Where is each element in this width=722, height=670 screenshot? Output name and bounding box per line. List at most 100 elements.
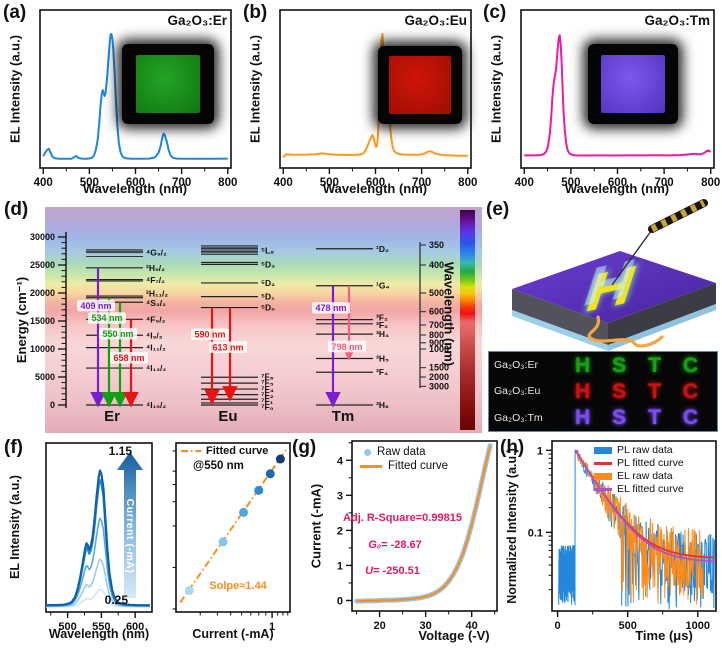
current-max-value: 1.15 <box>108 444 132 458</box>
g-legend-raw-label: Raw data <box>377 446 426 458</box>
panel-a-device-photo <box>122 44 214 124</box>
svg-text:40: 40 <box>466 620 478 632</box>
fit-legend-label: Fitted curve <box>206 445 269 457</box>
svg-text:900: 900 <box>429 338 444 348</box>
panel-a-ylabel: EL Intensity (a.u.) <box>7 34 23 144</box>
h-legend-row: EL fitted curve <box>594 483 684 495</box>
panel-g-ylabel: Current (-mA) <box>308 483 324 569</box>
panel-a-label: (a) <box>3 2 27 23</box>
svg-text:⁵L₈: ⁵L₈ <box>261 245 274 255</box>
el-letter: C <box>682 353 699 377</box>
svg-text:Er: Er <box>104 408 120 425</box>
svg-text:800: 800 <box>701 177 720 189</box>
panel-d-label: (d) <box>4 199 29 220</box>
panel-b-title: Ga₂O₃:Eu <box>404 13 468 28</box>
svg-text:0.1: 0.1 <box>528 527 543 539</box>
substrate-front-face <box>512 289 608 345</box>
svg-text:800: 800 <box>458 177 477 189</box>
svg-text:800: 800 <box>429 330 444 340</box>
h-legend-label: PL raw data <box>617 444 673 456</box>
current-min-value: 0.25 <box>104 593 128 607</box>
svg-text:30: 30 <box>420 620 432 632</box>
svg-text:0: 0 <box>50 400 55 410</box>
panel-h-label: (h) <box>500 437 525 458</box>
svg-text:1: 1 <box>337 560 343 572</box>
panel-b-label: (b) <box>243 2 268 23</box>
svg-text:¹D₂: ¹D₂ <box>376 244 389 254</box>
panel-g-xlabel: Voltage (-V) <box>418 628 490 643</box>
panel-f-xlabel: Wavelength (nm) <box>48 627 150 641</box>
svg-text:600: 600 <box>126 621 144 633</box>
svg-text:³F₂: ³F₂ <box>376 313 388 323</box>
svg-text:500: 500 <box>561 177 580 189</box>
svg-text:600: 600 <box>366 177 385 189</box>
violet-emitting-device <box>601 55 665 113</box>
svg-text:30000: 30000 <box>30 232 55 242</box>
raw-data-swatch-icon <box>594 446 612 454</box>
u-annotation: U= -250.51 <box>365 565 420 577</box>
svg-text:550 nm: 550 nm <box>102 329 133 339</box>
g0-annotation: G₀= -28.67 <box>368 539 422 551</box>
svg-text:²H₉/₂: ²H₉/₂ <box>146 263 165 273</box>
el-photo-row: Ga₂O₃:Eu H S T C <box>489 378 717 404</box>
svg-text:Eu: Eu <box>218 408 237 425</box>
g-legend-raw: Raw data <box>364 446 426 458</box>
svg-text:1: 1 <box>269 621 275 633</box>
svg-text:400: 400 <box>274 177 293 189</box>
el-letter: T <box>648 379 661 403</box>
svg-text:600: 600 <box>429 307 444 317</box>
h-legend-label: EL raw data <box>617 470 673 482</box>
svg-text:3000: 3000 <box>429 381 449 391</box>
svg-text:478 nm: 478 nm <box>315 303 346 313</box>
svg-text:20000: 20000 <box>30 288 55 298</box>
svg-text:613 nm: 613 nm <box>212 342 243 352</box>
panel-a-xlabel: Wavelength (nm) <box>82 181 188 196</box>
svg-text:600: 600 <box>126 177 145 189</box>
slope-label: Solpe≈1.44 <box>209 580 267 592</box>
bottom-layer-right <box>608 304 716 351</box>
svg-text:1000: 1000 <box>429 344 449 354</box>
panel-h-xlabel: Time (μs) <box>635 628 693 643</box>
h-legend-row: EL raw data <box>594 470 684 482</box>
svg-text:⁴F₉/₂: ⁴F₉/₂ <box>146 314 166 324</box>
svg-text:590 nm: 590 nm <box>194 329 225 339</box>
svg-text:⁴I₁₃/₂: ⁴I₁₃/₂ <box>146 363 166 373</box>
material-label: Ga₂O₃:Er <box>494 359 538 372</box>
svg-text:⁴G₉/₂: ⁴G₉/₂ <box>146 248 167 258</box>
el-letter: H <box>574 406 591 430</box>
svg-text:400: 400 <box>429 260 444 270</box>
panel-h-ylabel: Normalized Intensity (a.u.) <box>505 448 519 604</box>
g-legend-fit-label: Fitted curve <box>388 460 449 472</box>
probe-needle <box>611 226 655 286</box>
raw-data-dot-icon <box>364 448 371 456</box>
svg-text:¹G₄: ¹G₄ <box>376 281 390 291</box>
svg-text:5000: 5000 <box>35 372 55 382</box>
material-label: Ga₂O₃:Tm <box>494 411 543 424</box>
svg-text:⁷F₀: ⁷F₀ <box>261 402 274 412</box>
svg-text:1: 1 <box>537 445 543 457</box>
panel-d-wavelength-axis-label: Wavelength (nm) <box>441 261 457 367</box>
el-photo-row: Ga₂O₃:Tm H S T C <box>489 405 717 431</box>
svg-text:10000: 10000 <box>30 344 55 354</box>
panel-e-label: (e) <box>486 199 510 220</box>
svg-text:⁵D₃: ⁵D₃ <box>261 259 275 269</box>
svg-text:⁷F₄: ⁷F₄ <box>261 384 274 394</box>
panel-d-energy-axis-label: Energy (cm⁻¹) <box>14 276 29 364</box>
panel-b-device-photo <box>378 46 462 124</box>
probe-handle-stripes <box>650 199 706 233</box>
panel-c-title: Ga₂O₃:Tm <box>644 13 711 28</box>
el-letter: H <box>574 379 591 403</box>
svg-text:⁷F₆: ⁷F₆ <box>261 371 274 381</box>
svg-text:³F₃: ³F₃ <box>376 320 388 330</box>
svg-text:15000: 15000 <box>30 316 55 326</box>
svg-text:⁴F₇/₂: ⁴F₇/₂ <box>146 275 165 285</box>
svg-text:⁴I₁₅/₂: ⁴I₁₅/₂ <box>146 400 166 410</box>
svg-text:400: 400 <box>34 177 53 189</box>
adj-r-square-annotation: Adj. R-Square=0.99815 <box>343 512 462 524</box>
svg-text:⁴I₁₁/₂: ⁴I₁₁/₂ <box>146 343 166 353</box>
svg-text:350: 350 <box>429 240 444 250</box>
svg-text:³F₄: ³F₄ <box>376 367 388 377</box>
svg-text:Tm: Tm <box>332 408 355 425</box>
